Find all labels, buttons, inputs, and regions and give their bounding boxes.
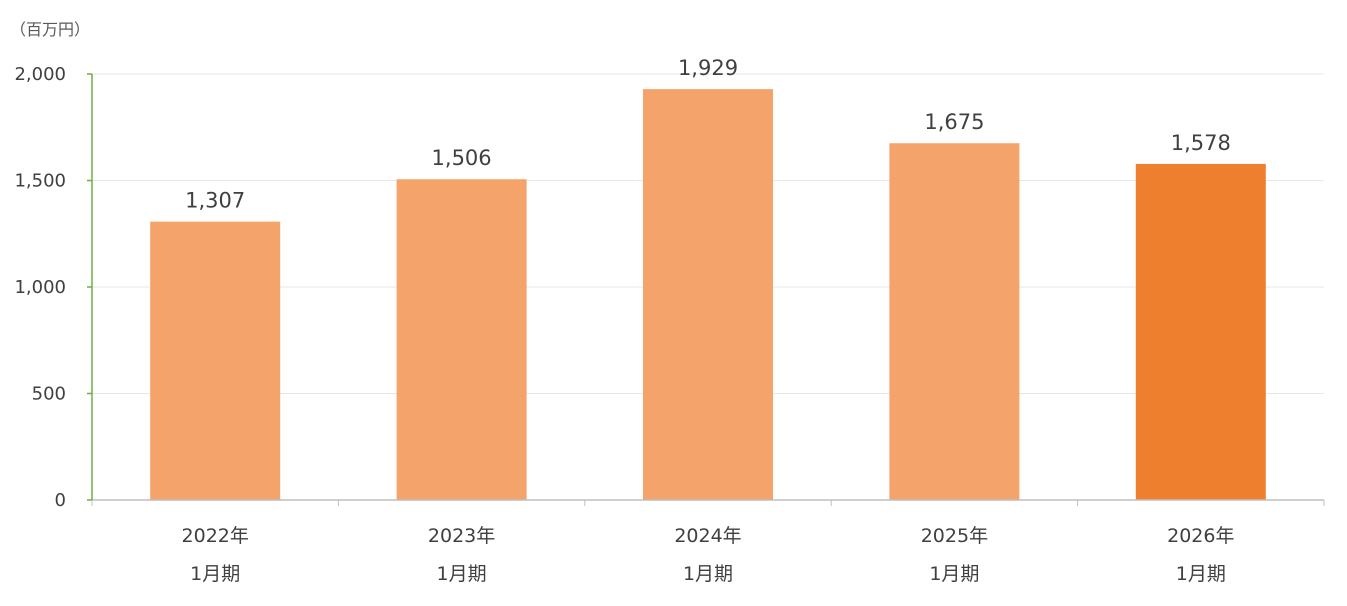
x-tick-label-sub: 1月期 bbox=[437, 563, 487, 585]
data-label: 1,506 bbox=[432, 146, 492, 170]
unit-label: （百万円） bbox=[10, 20, 91, 39]
y-tick-label: 500 bbox=[32, 384, 66, 405]
data-label: 1,929 bbox=[678, 56, 738, 80]
x-tick-label: 2023年 bbox=[428, 525, 495, 547]
x-tick-label: 2024年 bbox=[674, 525, 741, 547]
x-tick-label: 2026年 bbox=[1167, 525, 1234, 547]
x-tick-label-sub: 1月期 bbox=[1176, 563, 1226, 585]
x-tick-label: 2025年 bbox=[921, 525, 988, 547]
x-tick-label-sub: 1月期 bbox=[683, 563, 733, 585]
data-label: 1,307 bbox=[185, 189, 245, 213]
x-tick-label-sub: 1月期 bbox=[929, 563, 979, 585]
data-label: 1,675 bbox=[924, 110, 984, 134]
x-tick-label-sub: 1月期 bbox=[190, 563, 240, 585]
bar bbox=[150, 221, 281, 500]
x-tick-label: 2022年 bbox=[182, 525, 249, 547]
y-tick-label: 2,000 bbox=[14, 64, 66, 85]
bar bbox=[643, 89, 773, 501]
bar bbox=[1135, 163, 1266, 501]
bar bbox=[396, 179, 527, 501]
y-tick-label: 1,500 bbox=[14, 171, 66, 192]
y-tick-label: 1,000 bbox=[14, 277, 66, 298]
data-label: 1,578 bbox=[1171, 131, 1231, 155]
y-tick-label: 0 bbox=[55, 490, 66, 511]
bar bbox=[889, 143, 1020, 500]
